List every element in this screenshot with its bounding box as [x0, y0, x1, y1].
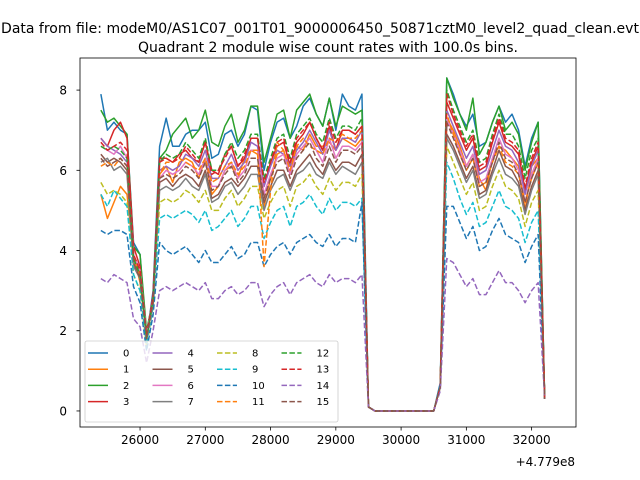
series-line-13 [100, 93, 546, 412]
series-line-4 [100, 109, 546, 412]
series-line-3 [100, 101, 546, 412]
legend-label-7: 7 [188, 397, 194, 408]
series-line-7 [100, 137, 546, 412]
legend-label-15: 15 [317, 397, 330, 408]
legend-label-2: 2 [123, 381, 129, 392]
series-line-2 [100, 77, 546, 412]
x-tick-label: 31000 [447, 433, 485, 447]
x-tick-label: 28000 [251, 433, 289, 447]
series-line-15 [100, 121, 546, 412]
x-tick-label: 30000 [382, 433, 420, 447]
x-tick-label: 27000 [186, 433, 224, 447]
series-line-10 [100, 201, 546, 412]
legend-label-11: 11 [252, 397, 265, 408]
x-offset-label: +4.779e8 [516, 455, 575, 469]
plot-frame [79, 57, 577, 428]
series-line-9 [100, 161, 546, 412]
figure-suptitle: Data from file: modeM0/AS1C07_001T01_900… [1, 21, 639, 37]
x-tick-label: 26000 [121, 433, 159, 447]
legend-box [84, 340, 339, 423]
y-tick-label: 0 [59, 404, 67, 418]
legend-label-1: 1 [123, 365, 129, 376]
legend-label-14: 14 [317, 381, 330, 392]
y-tick-label: 8 [59, 84, 67, 98]
legend-label-12: 12 [317, 349, 330, 360]
plot-area: 26000 27000 28000 29000 30000 31000 32000 0 2 4 6 8… [59, 57, 577, 447]
legend-label-4: 4 [188, 349, 194, 360]
y-tick-label: 4 [59, 244, 67, 258]
series-line-8 [100, 145, 546, 412]
legend-label-10: 10 [252, 381, 265, 392]
legend-label-5: 5 [188, 365, 194, 376]
series-line-12 [100, 89, 546, 412]
y-tick-label: 2 [59, 324, 67, 338]
series-lines [100, 77, 546, 412]
legend-label-6: 6 [188, 381, 194, 392]
legend-label-0: 0 [123, 349, 129, 360]
x-tick-label: 29000 [317, 433, 355, 447]
series-line-5 [100, 133, 546, 412]
x-tick-label: 32000 [513, 433, 551, 447]
legend-label-3: 3 [123, 397, 129, 408]
y-tick-label: 6 [59, 164, 67, 178]
legend-label-9: 9 [252, 365, 258, 376]
legend-label-8: 8 [252, 349, 258, 360]
series-line-6 [100, 117, 546, 412]
chart-title: Quadrant 2 module wise count rates with … [138, 40, 518, 56]
legend-label-13: 13 [317, 365, 330, 376]
series-line-14 [100, 257, 546, 412]
